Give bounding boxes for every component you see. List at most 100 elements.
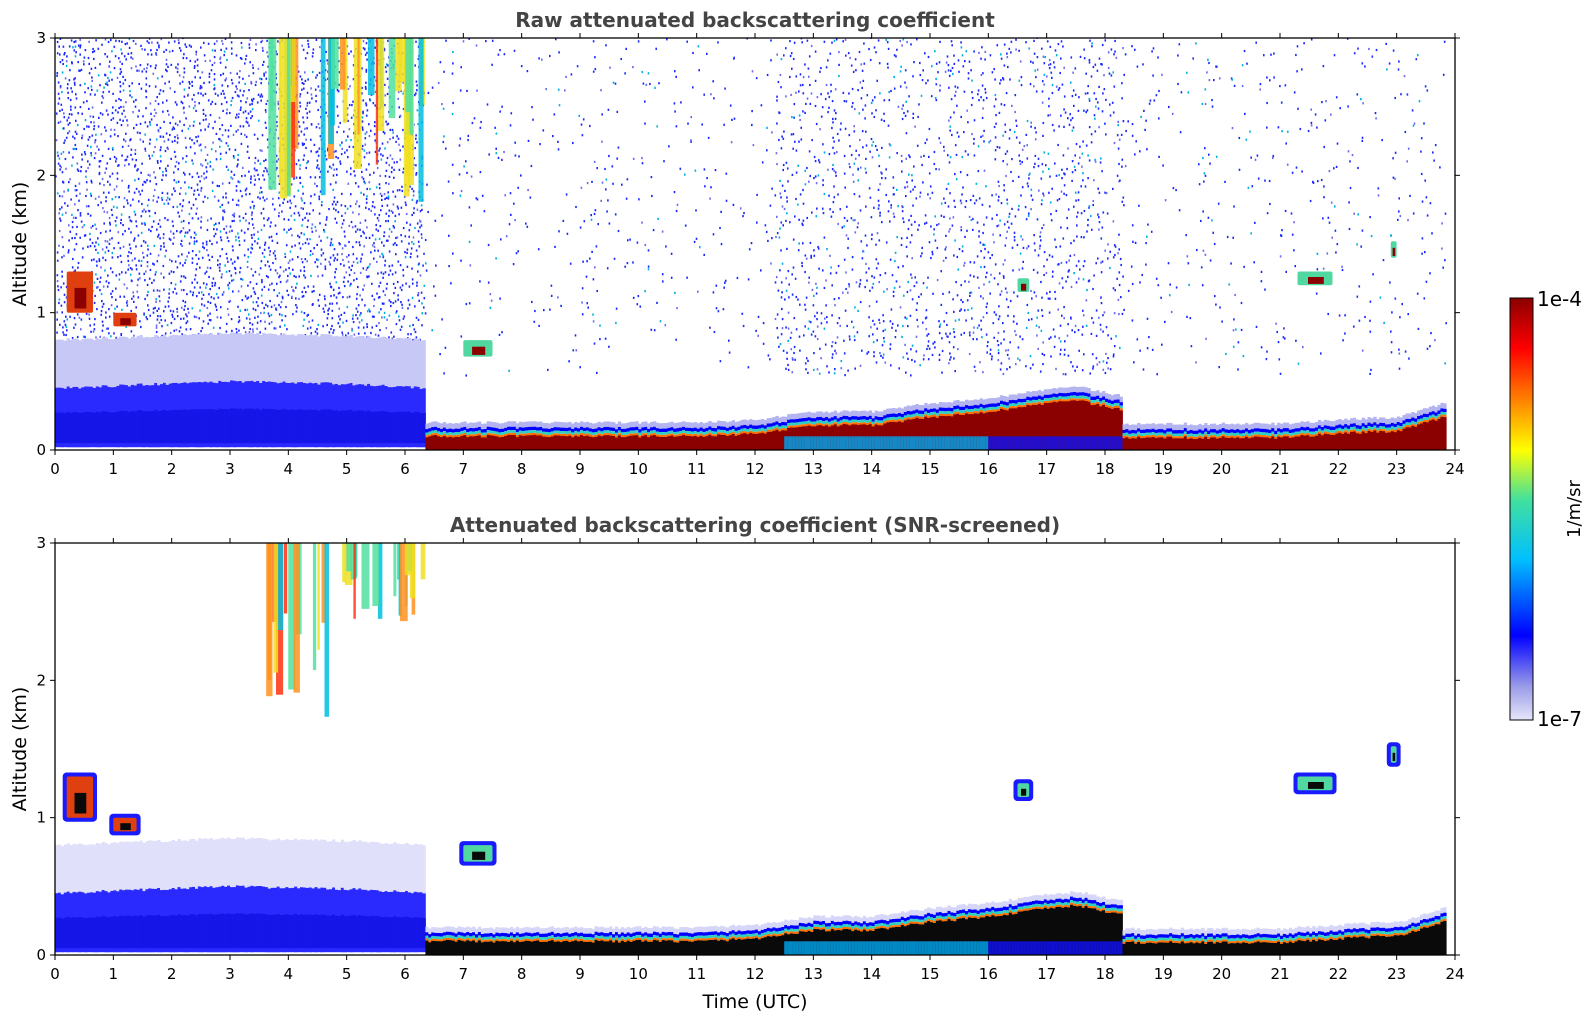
noise-pixel bbox=[647, 265, 650, 268]
noise-pixel bbox=[140, 171, 142, 174]
noise-pixel bbox=[344, 244, 347, 247]
noise-pixel bbox=[115, 287, 117, 290]
noise-pixel bbox=[362, 128, 364, 131]
noise-pixel bbox=[122, 245, 125, 248]
noise-pixel bbox=[265, 71, 267, 74]
noise-pixel bbox=[127, 186, 130, 189]
noise-pixel bbox=[895, 280, 898, 283]
noise-pixel bbox=[152, 199, 154, 202]
noise-pixel bbox=[274, 327, 277, 330]
noise-pixel bbox=[220, 74, 222, 77]
noise-pixel bbox=[138, 69, 140, 72]
noise-pixel bbox=[256, 327, 258, 330]
noise-pixel bbox=[160, 272, 162, 275]
noise-pixel bbox=[79, 192, 81, 195]
noise-pixel bbox=[318, 195, 320, 198]
noise-pixel bbox=[374, 213, 376, 216]
noise-pixel bbox=[161, 334, 163, 337]
noise-pixel bbox=[795, 149, 798, 152]
noise-pixel bbox=[978, 324, 980, 327]
noise-pixel bbox=[809, 241, 812, 244]
noise-pixel bbox=[148, 41, 150, 44]
noise-pixel bbox=[970, 219, 973, 222]
noise-pixel bbox=[861, 349, 863, 352]
noise-pixel bbox=[227, 260, 229, 263]
noise-pixel bbox=[953, 199, 955, 202]
noise-pixel bbox=[250, 175, 252, 178]
noise-pixel bbox=[71, 164, 73, 167]
noise-pixel bbox=[973, 261, 976, 264]
noise-pixel bbox=[663, 160, 665, 163]
noise-pixel bbox=[781, 135, 783, 138]
noise-pixel bbox=[558, 51, 560, 54]
noise-pixel bbox=[377, 272, 379, 275]
noise-pixel bbox=[324, 223, 327, 226]
noise-pixel bbox=[155, 300, 157, 303]
noise-pixel bbox=[64, 323, 67, 326]
noise-pixel bbox=[209, 301, 212, 304]
noise-pixel bbox=[391, 157, 394, 161]
noise-pixel bbox=[103, 222, 105, 225]
noise-pixel bbox=[946, 55, 949, 58]
noise-pixel bbox=[911, 257, 913, 260]
noise-pixel bbox=[664, 324, 667, 327]
noise-pixel bbox=[200, 129, 202, 132]
noise-pixel bbox=[97, 286, 99, 289]
noise-pixel bbox=[935, 168, 937, 171]
noise-pixel bbox=[208, 275, 210, 279]
noise-pixel bbox=[178, 215, 181, 218]
noise-pixel bbox=[173, 329, 175, 332]
noise-pixel bbox=[912, 204, 914, 207]
noise-pixel bbox=[260, 40, 262, 44]
noise-pixel bbox=[245, 317, 248, 320]
noise-pixel bbox=[913, 285, 916, 288]
noise-pixel bbox=[296, 306, 298, 309]
noise-pixel bbox=[808, 180, 810, 183]
noise-pixel bbox=[857, 179, 859, 182]
noise-pixel bbox=[252, 307, 255, 310]
noise-pixel bbox=[303, 154, 305, 157]
noise-pixel bbox=[365, 102, 367, 105]
noise-pixel bbox=[121, 112, 123, 115]
noise-pixel bbox=[904, 316, 906, 319]
noise-pixel bbox=[309, 254, 312, 257]
noise-pixel bbox=[361, 144, 364, 148]
noise-pixel bbox=[845, 287, 847, 291]
noise-pixel bbox=[917, 325, 919, 328]
noise-pixel bbox=[899, 85, 902, 88]
noise-pixel bbox=[951, 133, 953, 137]
noise-pixel bbox=[101, 329, 104, 332]
noise-pixel bbox=[703, 168, 706, 171]
noise-pixel bbox=[88, 317, 91, 320]
noise-pixel bbox=[402, 167, 405, 170]
noise-pixel bbox=[113, 247, 115, 250]
noise-pixel bbox=[251, 218, 253, 221]
noise-pixel bbox=[101, 113, 104, 116]
noise-pixel bbox=[60, 286, 62, 289]
noise-pixel bbox=[264, 320, 266, 323]
noise-pixel bbox=[348, 266, 351, 269]
noise-pixel bbox=[270, 313, 273, 317]
noise-pixel bbox=[268, 246, 270, 249]
noise-pixel bbox=[335, 268, 337, 271]
noise-pixel bbox=[381, 204, 383, 207]
noise-pixel bbox=[909, 314, 912, 317]
noise-pixel bbox=[108, 79, 110, 82]
noise-pixel bbox=[882, 314, 884, 317]
noise-pixel bbox=[952, 216, 955, 219]
noise-pixel bbox=[263, 159, 265, 163]
noise-pixel bbox=[614, 82, 617, 85]
noise-pixel bbox=[301, 82, 304, 85]
noise-pixel bbox=[254, 156, 257, 160]
noise-pixel bbox=[415, 134, 417, 137]
noise-pixel bbox=[875, 361, 878, 364]
noise-pixel bbox=[55, 112, 58, 115]
noise-pixel bbox=[812, 330, 815, 333]
noise-pixel bbox=[378, 183, 381, 186]
noise-pixel bbox=[139, 138, 142, 141]
noise-pixel bbox=[661, 230, 664, 233]
noise-pixel bbox=[153, 263, 155, 266]
noise-pixel bbox=[363, 245, 365, 248]
noise-pixel bbox=[305, 146, 307, 150]
noise-pixel bbox=[160, 245, 162, 248]
